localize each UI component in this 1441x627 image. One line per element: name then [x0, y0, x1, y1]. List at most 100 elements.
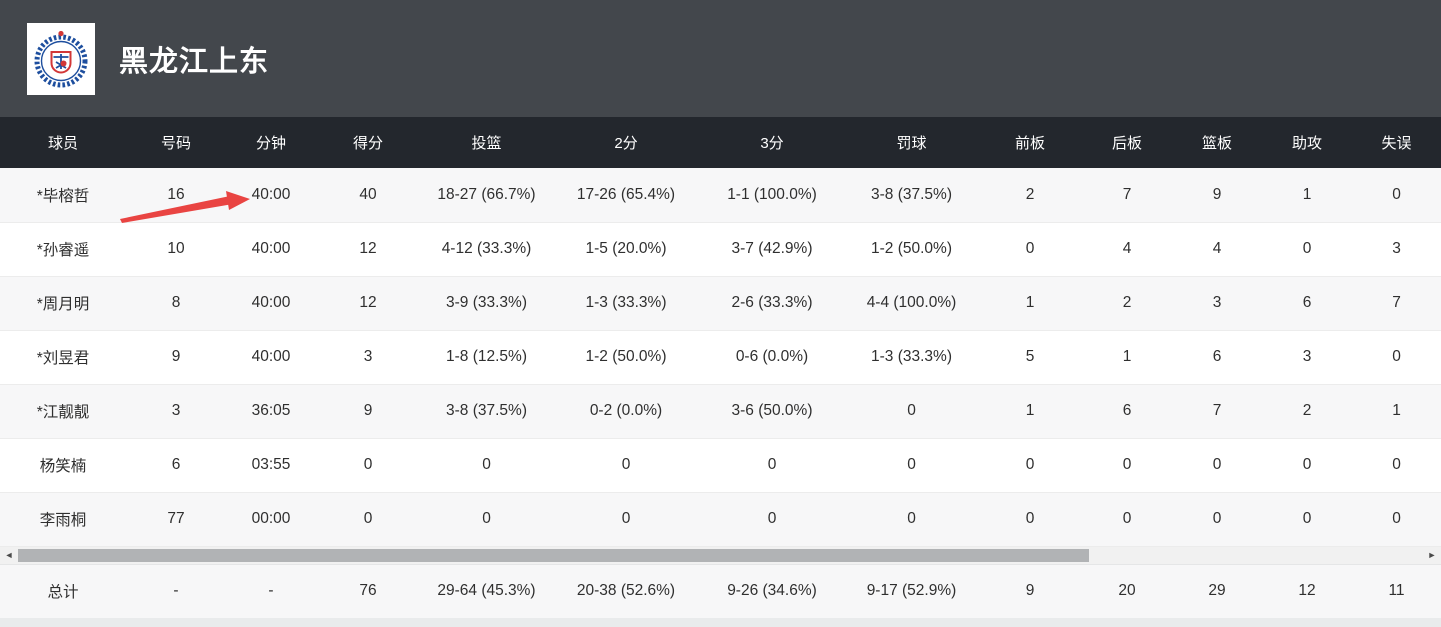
stat-cell: 40:00 [226, 330, 316, 385]
column-header-7: 罚球 [845, 117, 978, 168]
stat-cell: 2 [1262, 384, 1352, 439]
stat-cell: 0 [1172, 438, 1262, 493]
totals-stat-cell: 20 [1082, 563, 1172, 618]
stat-cell: 1-5 (20.0%) [553, 222, 699, 277]
stat-cell: 10 [126, 222, 226, 277]
stat-cell: 00:00 [226, 492, 316, 547]
stat-cell: 1-2 (50.0%) [553, 330, 699, 385]
totals-stat-cell: 76 [316, 563, 420, 618]
column-header-0: 球员 [0, 117, 126, 168]
stat-cell: 0 [1262, 222, 1352, 277]
stat-cell: 0 [699, 438, 845, 493]
stat-cell: 4-12 (33.3%) [420, 222, 553, 277]
totals-stat-cell: 9-26 (34.6%) [699, 563, 845, 618]
stat-cell: 0 [1352, 492, 1441, 547]
stat-cell: 0 [978, 438, 1082, 493]
stat-cell: 0 [1262, 492, 1352, 547]
stat-cell: 16 [126, 168, 226, 223]
player-name-cell: *孙睿遥 [0, 222, 126, 277]
stat-cell: 2 [978, 168, 1082, 223]
stat-cell: 8 [126, 276, 226, 331]
stat-cell: 0 [1352, 438, 1441, 493]
column-header-12: 失误 [1352, 117, 1441, 168]
stat-cell: 0-2 (0.0%) [553, 384, 699, 439]
player-row: *毕榕哲 16 40:00 40 18-27 (66.7%) 17-26 (65.4%) 1… [0, 168, 1441, 223]
stat-cell: 4-4 (100.0%) [845, 276, 978, 331]
scroll-right-icon[interactable]: ► [1427, 549, 1437, 560]
totals-stat-cell: 29-64 (45.3%) [420, 563, 553, 618]
stat-cell: 18-27 (66.7%) [420, 168, 553, 223]
stat-cell: 1-1 (100.0%) [699, 168, 845, 223]
stats-table-header: 球员 号码 分钟 得分 投篮 2分 3分 罚球 前板 后板 篮板 助攻 失误 [0, 117, 1441, 168]
stat-cell: 9 [126, 330, 226, 385]
column-header-2: 分钟 [226, 117, 316, 168]
stat-cell: 4 [1172, 222, 1262, 277]
stat-cell: 0 [845, 384, 978, 439]
scroll-left-icon[interactable]: ◄ [4, 549, 14, 560]
stat-cell: 0-6 (0.0%) [699, 330, 845, 385]
stat-cell: 40:00 [226, 222, 316, 277]
stat-cell: 9 [316, 384, 420, 439]
stat-cell: 3-8 (37.5%) [420, 384, 553, 439]
stat-cell: 0 [699, 492, 845, 547]
stat-cell: 0 [1352, 168, 1441, 223]
stat-cell: 40:00 [226, 168, 316, 223]
stat-cell: 7 [1082, 168, 1172, 223]
stat-cell: 0 [553, 492, 699, 547]
player-name-cell: 杨笑楠 [0, 438, 126, 493]
stat-cell: 1-8 (12.5%) [420, 330, 553, 385]
school-emblem-icon [34, 30, 88, 87]
stat-cell: 2-6 (33.3%) [699, 276, 845, 331]
player-row: 杨笑楠 6 03:55 0 0 0 0 0 0 0 0 0 0 [0, 438, 1441, 493]
stat-cell: 4 [1082, 222, 1172, 277]
totals-stat-cell: - [126, 563, 226, 618]
scrollbar-thumb[interactable] [18, 548, 1089, 562]
stat-cell: 7 [1352, 276, 1441, 331]
stat-cell: 0 [420, 492, 553, 547]
stat-cell: 1-3 (33.3%) [845, 330, 978, 385]
stat-cell: 0 [553, 438, 699, 493]
stat-cell: 1 [1262, 168, 1352, 223]
horizontal-scrollbar[interactable]: ◄ ► [0, 546, 1441, 564]
column-header-4: 投篮 [420, 117, 553, 168]
column-header-1: 号码 [126, 117, 226, 168]
stat-cell: 0 [1352, 330, 1441, 385]
stat-cell: 1-3 (33.3%) [553, 276, 699, 331]
stat-cell: 3 [1172, 276, 1262, 331]
player-row: *孙睿遥 10 40:00 12 4-12 (33.3%) 1-5 (20.0%) 3-7 … [0, 222, 1441, 277]
stat-cell: 3 [316, 330, 420, 385]
stat-cell: 40 [316, 168, 420, 223]
stat-cell: 77 [126, 492, 226, 547]
totals-stat-cell: 11 [1352, 563, 1441, 618]
player-name-cell: *刘昱君 [0, 330, 126, 385]
stat-cell: 3-9 (33.3%) [420, 276, 553, 331]
column-header-11: 助攻 [1262, 117, 1352, 168]
totals-stat-cell: 20-38 (52.6%) [553, 563, 699, 618]
stat-cell: 0 [1082, 492, 1172, 547]
stat-cell: 3-8 (37.5%) [845, 168, 978, 223]
stat-cell: 0 [316, 492, 420, 547]
stat-cell: 2 [1082, 276, 1172, 331]
stat-cell: 0 [316, 438, 420, 493]
stat-cell: 40:00 [226, 276, 316, 331]
stat-cell: 3 [1352, 222, 1441, 277]
totals-label-cell: 总计 [0, 563, 126, 618]
stat-cell: 6 [126, 438, 226, 493]
stat-cell: 1-2 (50.0%) [845, 222, 978, 277]
stat-cell: 1 [978, 276, 1082, 331]
stat-cell: 3 [1262, 330, 1352, 385]
stat-cell: 12 [316, 276, 420, 331]
player-row: *刘昱君 9 40:00 3 1-8 (12.5%) 1-2 (50.0%) 0-6 (0.… [0, 330, 1441, 385]
column-header-8: 前板 [978, 117, 1082, 168]
stat-cell: 0 [1262, 438, 1352, 493]
stat-cell: 7 [1172, 384, 1262, 439]
stat-cell: 3-7 (42.9%) [699, 222, 845, 277]
stat-cell: 12 [316, 222, 420, 277]
column-header-3: 得分 [316, 117, 420, 168]
stat-cell: 0 [978, 222, 1082, 277]
stat-cell: 3-6 (50.0%) [699, 384, 845, 439]
column-header-5: 2分 [553, 117, 699, 168]
stat-cell: 0 [845, 492, 978, 547]
team-logo [27, 22, 95, 95]
player-row: *江靓靓 3 36:05 9 3-8 (37.5%) 0-2 (0.0%) 3-6 (50.… [0, 384, 1441, 439]
